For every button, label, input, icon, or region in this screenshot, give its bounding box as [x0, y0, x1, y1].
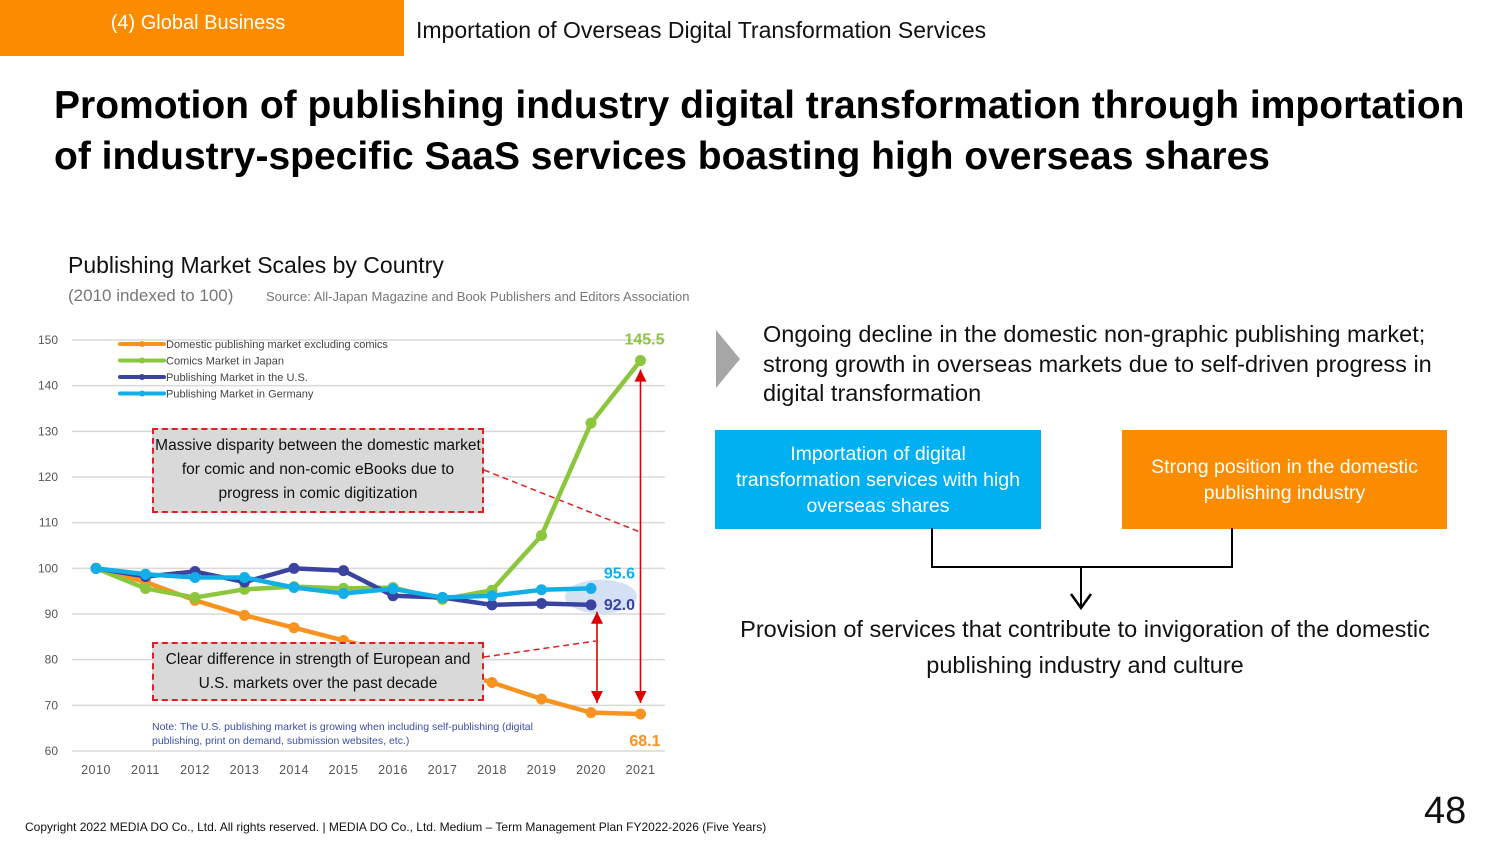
data-point: [536, 584, 547, 596]
data-point: [239, 609, 250, 621]
x-tick-label: 2014: [279, 763, 309, 777]
data-point: [585, 582, 597, 594]
callout-eu-us-gap: Clear difference in strength of European…: [152, 642, 484, 701]
data-point: [338, 587, 349, 599]
x-tick-label: 2013: [230, 763, 260, 777]
box-domestic-label: Strong position in the domestic publishi…: [1151, 455, 1418, 504]
legend-label: Publishing Market in Germany: [166, 389, 314, 401]
chart-legend: Domestic publishing market excluding com…: [118, 339, 388, 401]
box-import-services: Importation of digital transformation se…: [715, 430, 1041, 529]
data-point: [486, 590, 498, 602]
data-label: 92.0: [604, 597, 635, 614]
y-tick-label: 60: [45, 744, 59, 758]
insight-text: Ongoing decline in the domestic non-grap…: [763, 321, 1432, 406]
data-point: [140, 568, 151, 580]
y-axis-ticks: 60 70 80 90 100 110 120 130 140 150: [38, 333, 58, 758]
callout-connector-eu-us: [483, 640, 597, 658]
page-subtitle: Importation of Overseas Digital Transfor…: [416, 17, 987, 43]
legend-marker: [139, 341, 145, 347]
data-point: [486, 677, 498, 688]
x-tick-label: 2012: [180, 763, 210, 777]
chart-subtitle: (2010 indexed to 100): [68, 286, 234, 305]
data-point: [635, 708, 646, 720]
data-point: [239, 571, 250, 583]
legend-marker: [139, 390, 145, 397]
merge-connector: [931, 528, 1233, 611]
legend-marker: [139, 357, 145, 364]
chart-source: Source: All-Japan Magazine and Book Publ…: [266, 289, 690, 304]
callout-comics-gap: Massive disparity between the domestic m…: [152, 428, 484, 513]
x-tick-label: 2010: [81, 763, 111, 777]
data-point: [486, 599, 498, 611]
data-label: 95.6: [604, 565, 635, 582]
arrow-head-up-icon: [591, 611, 603, 624]
x-tick-label: 2019: [527, 763, 557, 777]
connector-lines: [931, 528, 1233, 568]
data-point: [140, 582, 151, 594]
x-tick-label: 2011: [131, 763, 160, 777]
data-point: [189, 592, 201, 604]
arrow-head-up-icon: [634, 369, 647, 382]
data-label: 68.1: [629, 733, 660, 750]
legend-marker: [139, 374, 145, 380]
y-tick-label: 120: [38, 470, 58, 484]
data-point: [585, 417, 597, 429]
data-point: [288, 562, 300, 574]
page-number: 48: [1424, 790, 1467, 832]
y-tick-label: 110: [39, 516, 58, 530]
data-point: [585, 599, 597, 611]
data-point: [536, 597, 547, 609]
data-point: [90, 562, 102, 574]
x-tick-label: 2020: [576, 763, 606, 777]
arrow-head-down-icon: [634, 691, 647, 704]
data-point: [189, 571, 201, 583]
x-tick-label: 2018: [477, 763, 507, 777]
chart-title: Publishing Market Scales by Country: [68, 252, 444, 278]
down-arrow-icon: [1069, 593, 1093, 611]
legend-label: Comics Market in Japan: [166, 356, 284, 368]
data-point: [635, 355, 646, 367]
arrow-head-down-icon: [591, 691, 603, 704]
chart-note: Note: The U.S. publishing market is grow…: [152, 721, 533, 747]
y-tick-label: 100: [38, 561, 58, 575]
data-labels: 145.5 95.6 92.0 68.1: [604, 332, 665, 750]
data-point: [387, 583, 399, 595]
y-tick-label: 80: [45, 653, 59, 667]
x-tick-label: 2016: [378, 763, 408, 777]
x-tick-label: 2017: [428, 763, 458, 777]
data-point: [338, 565, 349, 577]
series-line: [95, 359, 643, 602]
data-point: [585, 707, 597, 719]
legend-label: Publishing Market in the U.S.: [166, 372, 308, 384]
page-title: Promotion of publishing industry digital…: [54, 84, 1465, 178]
callout-connector-comics: [483, 469, 641, 533]
data-point: [536, 693, 547, 705]
y-tick-label: 150: [38, 333, 58, 347]
x-axis-ticks: 2010 2011 2012 2013 2014 2015 2016 2017 2018 2019…: [81, 763, 655, 777]
legend-label: Domestic publishing market excluding com…: [166, 339, 388, 351]
chevron-right-icon: [716, 330, 740, 388]
y-tick-label: 130: [38, 424, 58, 438]
y-tick-label: 90: [45, 607, 59, 621]
y-tick-label: 140: [38, 379, 58, 393]
footer-copyright: Copyright 2022 MEDIA DO Co., Ltd. All ri…: [25, 820, 767, 834]
data-point: [437, 592, 448, 604]
section-tab: (4) Global Business: [0, 0, 404, 56]
result-text: Provision of services that contribute to…: [740, 616, 1430, 678]
box-domestic-position: Strong position in the domestic publishi…: [1122, 430, 1447, 529]
data-point: [288, 582, 300, 594]
callout-connectors: [483, 469, 641, 658]
data-point: [536, 529, 547, 541]
box-import-label: Importation of digital transformation se…: [736, 442, 1020, 517]
x-tick-label: 2021: [626, 763, 656, 777]
data-point: [288, 622, 300, 634]
y-tick-label: 70: [45, 698, 59, 712]
data-label: 145.5: [624, 332, 664, 349]
x-tick-label: 2015: [329, 763, 359, 777]
section-label: (4) Global Business: [110, 11, 286, 34]
